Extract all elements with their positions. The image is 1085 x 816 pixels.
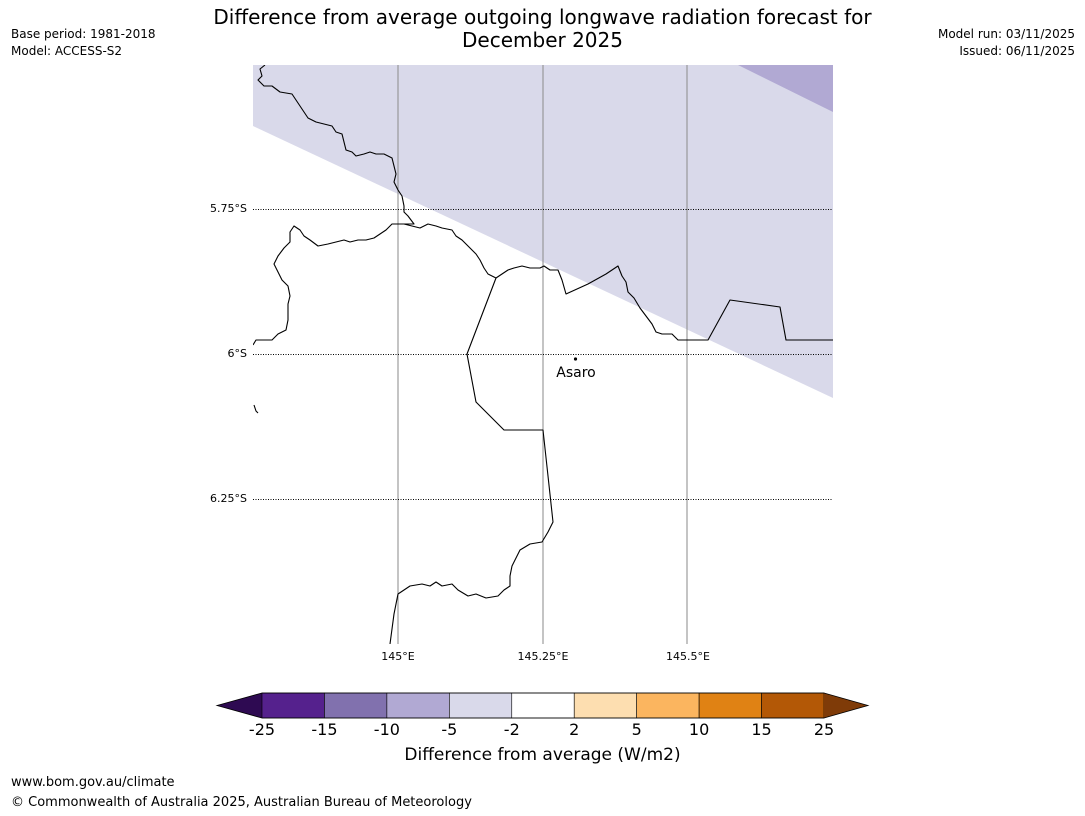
lon-label-145-5: 145.5°E	[666, 650, 710, 663]
colorbar-title: Difference from average (W/m2)	[404, 745, 681, 765]
map-area	[253, 65, 833, 644]
colorbar-bin	[573, 692, 637, 719]
model-run: Model run: 03/11/2025	[937, 27, 1075, 41]
map-title: Difference from average outgoing longwav…	[0, 6, 1085, 52]
colorbar-tick-label: 2	[569, 720, 580, 739]
model-name: Model: ACCESS-S2	[11, 44, 123, 58]
lat-label-6: 6°S	[227, 347, 247, 360]
colorbar-bin	[511, 692, 575, 719]
colorbar-tick-label: -5	[441, 720, 458, 739]
lon-label-145-25: 145.25°E	[517, 650, 569, 663]
boundary-central	[389, 277, 554, 644]
colorbar-tick-label: 10	[688, 720, 710, 739]
asaro-marker	[573, 357, 578, 361]
lat-label-6-25: 6.25°S	[210, 492, 247, 505]
colorbar-tick-label: 5	[631, 720, 642, 739]
colorbar-tick-label: -10	[373, 720, 400, 739]
colorbar-bin	[449, 692, 513, 719]
boundary-ridge	[403, 223, 833, 341]
colorbar-tick-label: -25	[248, 720, 276, 739]
colorbar-bin	[324, 692, 388, 719]
colorbar-tick-label: -15	[311, 720, 338, 739]
boundary-fragment	[253, 404, 259, 414]
footer-copyright: © Commonwealth of Australia 2025, Austra…	[11, 795, 472, 810]
place-label-asaro: Asaro	[556, 365, 596, 381]
colorbar-tick-label: -2	[503, 720, 520, 739]
lon-label-145: 145°E	[381, 650, 415, 663]
colorbar-over-arrow	[824, 693, 868, 718]
colorbar-bin	[698, 692, 762, 719]
colorbar-bin	[761, 692, 825, 719]
footer-url: www.bom.gov.au/climate	[11, 775, 175, 790]
meta-left: Base period: 1981-2018 Model: ACCESS-S2	[11, 26, 156, 60]
meta-right: Model run: 03/11/2025 Issued: 06/11/2025	[938, 26, 1075, 60]
colorbar-bin	[386, 692, 450, 719]
colorbar-bin	[636, 692, 700, 719]
colorbar-tick-label: 25	[813, 720, 835, 739]
colorbar-bin	[261, 692, 325, 719]
base-period: Base period: 1981-2018	[11, 27, 156, 41]
map-title-line2: December 2025	[462, 28, 623, 52]
lat-label-5-75: 5.75°S	[210, 202, 247, 215]
anomaly-band-dark	[738, 65, 833, 112]
colorbar-tick-label: 15	[751, 720, 772, 739]
issued-date: Issued: 06/11/2025	[959, 44, 1075, 58]
map-title-line1: Difference from average outgoing longwav…	[213, 5, 872, 29]
boundary-north	[253, 65, 415, 346]
colorbar-under-arrow	[217, 693, 262, 718]
colorbar	[215, 692, 870, 719]
colorbar-outline	[215, 692, 870, 719]
boundaries	[253, 65, 833, 644]
